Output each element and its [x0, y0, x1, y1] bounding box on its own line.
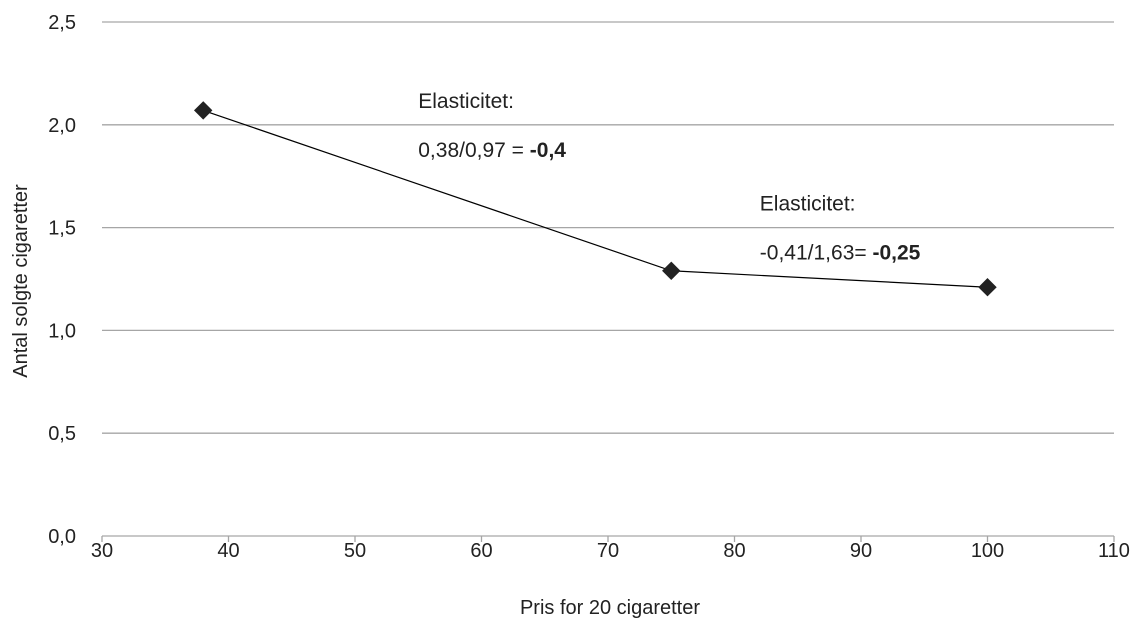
y-tick-label: 0,5: [48, 423, 76, 445]
annotation-title: Elasticitet:: [760, 193, 856, 216]
annotation-formula-text: 0,38/0,97 =: [418, 139, 530, 162]
x-tick-label: 40: [217, 540, 239, 562]
y-tick-label: 2,0: [48, 115, 76, 137]
annotation-result: -0,25: [872, 242, 920, 265]
series-layer: [193, 101, 997, 297]
annotation-formula-text: -0,41/1,63=: [760, 242, 873, 265]
x-tick-label: 90: [850, 540, 872, 562]
y-tick-label: 0,0: [48, 526, 76, 548]
x-tick-label: 110: [1098, 540, 1130, 562]
y-tick-label: 1,5: [48, 218, 76, 240]
annotation-title: Elasticitet:: [418, 90, 514, 113]
annotation-formula: 0,38/0,97 = -0,4: [418, 139, 566, 162]
x-tick-label: 60: [470, 540, 492, 562]
x-tick-label: 50: [344, 540, 366, 562]
annotation-formula: -0,41/1,63= -0,25: [760, 242, 921, 265]
annotation-layer: Elasticitet: 0,38/0,97 = -0,4 Elasticitet:…: [418, 90, 920, 265]
annotation-result: -0,4: [530, 139, 567, 162]
data-point: [978, 278, 997, 297]
data-point: [193, 101, 213, 120]
x-axis-title: Pris for 20 cigaretter: [520, 597, 700, 619]
grid-layer: [102, 21, 1114, 434]
data-point: [662, 261, 681, 280]
y-axis-title: Antal solgte cigaretter: [10, 184, 32, 378]
x-tick-label: 80: [723, 540, 745, 562]
x-tick-label: 70: [597, 540, 619, 562]
y-tick-label: 1,0: [48, 320, 76, 342]
axis-layer: 0,0 0,5 1,0 1,5 2,0 2,5 30 40 50 60 70 80 90 100 110: [48, 12, 1130, 562]
x-tick-label: 30: [91, 540, 113, 562]
y-tick-label: 2,5: [48, 12, 76, 34]
x-tick-label: 100: [971, 540, 1004, 562]
